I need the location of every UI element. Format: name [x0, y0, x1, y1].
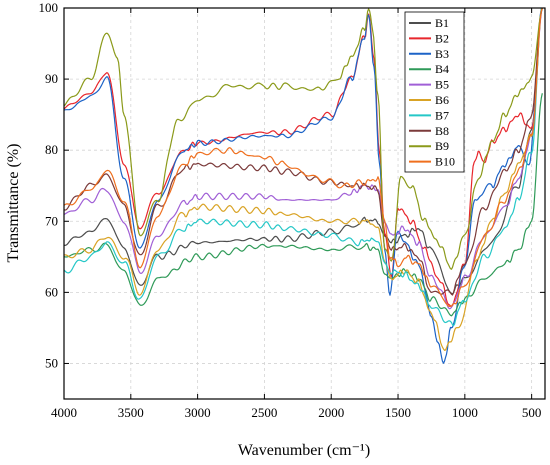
y-axis-title: Transmittance (%) [5, 144, 22, 263]
series-line-b4 [63, 93, 543, 317]
series-lines [63, 7, 543, 364]
series-line-b7 [63, 7, 543, 327]
y-tick-label: 60 [45, 284, 58, 299]
legend-label-b3: B3 [435, 47, 449, 61]
x-tick-label: 1000 [452, 405, 478, 420]
y-tick-label: 100 [39, 0, 59, 15]
legend-label-b10: B10 [435, 155, 455, 169]
y-tick-label: 70 [45, 213, 58, 228]
plot-frame [63, 7, 546, 400]
legend-label-b5: B5 [435, 78, 449, 92]
legend-label-b1: B1 [435, 16, 449, 30]
y-tick-label: 50 [45, 355, 58, 370]
legend-label-b7: B7 [435, 108, 449, 122]
x-tick-label: 500 [522, 405, 542, 420]
x-tick-label: 1500 [385, 405, 411, 420]
legend-label-b8: B8 [435, 124, 449, 138]
series-line-b10 [63, 7, 543, 307]
legend-label-b9: B9 [435, 139, 449, 153]
x-tick-label: 3000 [185, 405, 211, 420]
series-line-b3 [63, 7, 543, 364]
y-tick-label: 90 [45, 71, 58, 86]
series-line-b6 [63, 7, 543, 351]
series-line-b9 [63, 7, 543, 270]
x-tick-label: 2500 [251, 405, 277, 420]
x-tick-label: 3500 [118, 405, 144, 420]
y-tick-label: 80 [45, 142, 58, 157]
axis-ticks: 4000 3500 3000 2500 2000 1500 1000 500 50 60 70 80 9… [39, 0, 545, 420]
legend-label-b4: B4 [435, 62, 449, 76]
legend-label-b6: B6 [435, 93, 449, 107]
series-line-b5 [63, 7, 543, 310]
legend-label-b2: B2 [435, 31, 449, 45]
x-axis-title: Wavenumber (cm⁻¹) [238, 442, 370, 459]
x-tick-label: 4000 [51, 405, 77, 420]
x-tick-label: 2000 [318, 405, 344, 420]
